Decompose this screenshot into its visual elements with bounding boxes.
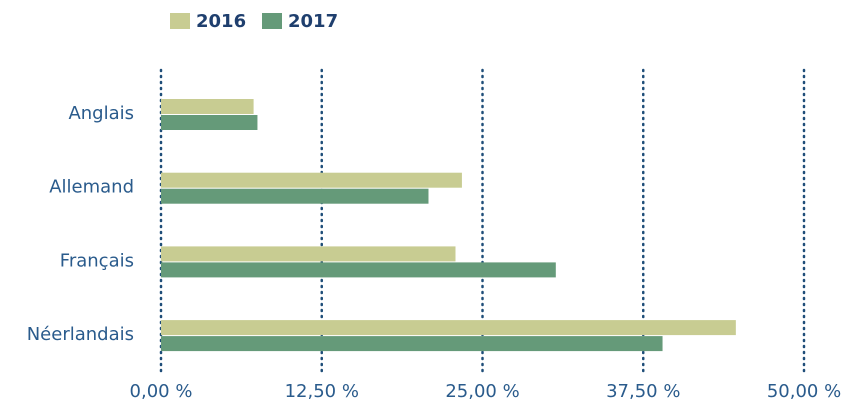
bar xyxy=(161,262,556,278)
x-tick-label: 37,50 % xyxy=(606,381,680,402)
x-tick-label: 0,00 % xyxy=(130,381,193,402)
bar xyxy=(161,99,254,114)
bar xyxy=(161,246,456,262)
x-tick-label: 25,00 % xyxy=(445,381,519,402)
y-tick-label: Néerlandais xyxy=(27,324,134,345)
x-tick-label: 50,00 % xyxy=(767,381,841,402)
bar xyxy=(161,336,663,352)
legend-label: 2016 xyxy=(196,11,246,32)
legend-label: 2017 xyxy=(288,11,338,32)
bar xyxy=(161,172,462,188)
bar xyxy=(161,115,258,130)
legend-swatch xyxy=(170,13,190,29)
x-tick-label: 12,50 % xyxy=(285,381,359,402)
bar xyxy=(161,188,429,204)
legend-swatch xyxy=(262,13,282,29)
y-tick-label: Anglais xyxy=(68,103,134,124)
bar xyxy=(161,320,736,336)
y-tick-label: Français xyxy=(60,250,134,271)
y-tick-label: Allemand xyxy=(49,177,134,198)
